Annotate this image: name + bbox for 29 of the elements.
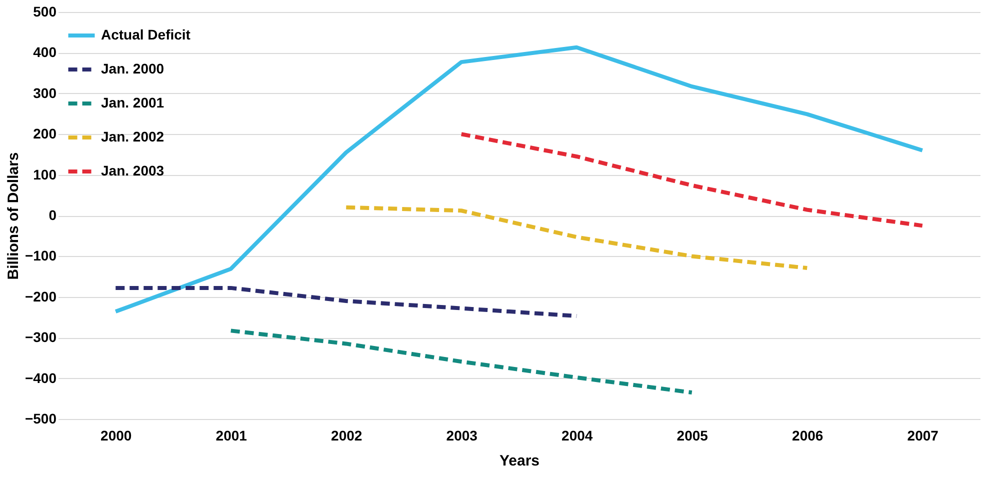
y-tick-label: 400 — [33, 44, 57, 60]
x-tick-label: 2005 — [676, 428, 708, 444]
x-tick-label: 2002 — [331, 428, 362, 444]
line-series — [344, 205, 810, 270]
y-axis-title: Billions of Dollars — [4, 152, 22, 280]
y-tick-label: 500 — [33, 4, 57, 20]
x-tick-label: 2006 — [792, 428, 824, 444]
legend-label: Jan. 2000 — [101, 60, 164, 76]
y-tick-label: −400 — [24, 370, 57, 386]
y-tick-label: 0 — [48, 207, 57, 223]
legend-label: Jan. 2002 — [101, 128, 164, 144]
y-tick-label: 300 — [33, 84, 57, 101]
y-tick-label: 200 — [33, 126, 57, 142]
y-tick-label: −100 — [24, 248, 57, 264]
y-tick-label: 100 — [33, 166, 57, 182]
y-tick-label: −300 — [24, 329, 57, 346]
x-tick-label: 2000 — [100, 428, 132, 444]
x-tick-label: 2003 — [446, 428, 478, 444]
line-series — [459, 132, 924, 228]
legend-label: Actual Deficit — [101, 26, 191, 42]
legend-label: Jan. 2001 — [101, 94, 164, 110]
x-axis-title: Years — [499, 452, 540, 470]
y-tick-label: −500 — [24, 410, 57, 426]
x-tick-label: 2004 — [562, 428, 593, 444]
x-tick-label: 2001 — [216, 428, 248, 444]
y-tick-label: −200 — [24, 288, 57, 304]
line-series — [228, 328, 694, 395]
x-tick-label: 2007 — [907, 428, 939, 444]
legend-label: Jan. 2003 — [101, 162, 164, 178]
